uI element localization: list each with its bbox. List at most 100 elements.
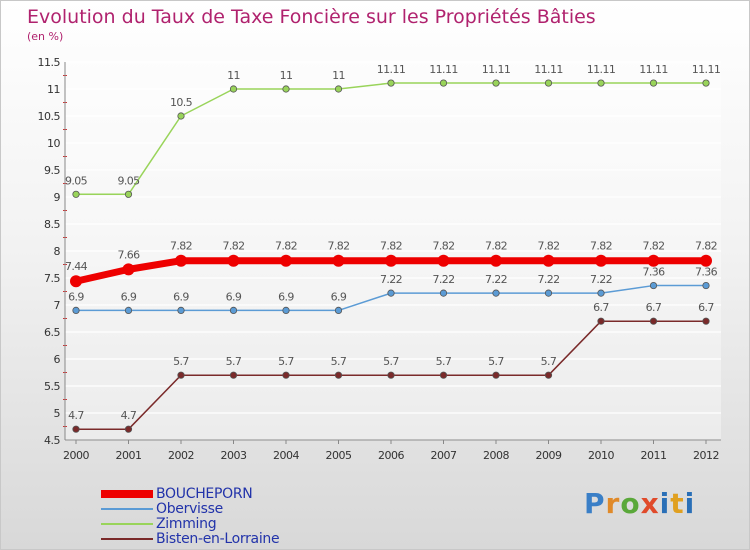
data-label: 9.05 bbox=[117, 174, 140, 187]
legend-swatch bbox=[101, 538, 153, 540]
data-point bbox=[229, 371, 238, 379]
x-tick-label: 2012 bbox=[693, 449, 719, 462]
data-point bbox=[702, 317, 710, 325]
data-label: 7.82 bbox=[590, 240, 612, 253]
data-point bbox=[72, 190, 80, 198]
data-point bbox=[282, 306, 290, 314]
data-label: 11.11 bbox=[377, 63, 406, 76]
data-point bbox=[544, 371, 553, 379]
data-point bbox=[334, 371, 343, 379]
data-label: 11.11 bbox=[692, 63, 721, 76]
chart-subtitle: (en %) bbox=[27, 30, 64, 43]
data-label: 6.7 bbox=[646, 301, 662, 314]
data-point bbox=[177, 306, 185, 314]
x-tick-label: 2004 bbox=[273, 449, 299, 462]
data-point bbox=[700, 254, 712, 267]
data-label: 7.82 bbox=[485, 240, 507, 253]
data-point bbox=[597, 79, 605, 87]
data-label: 7.82 bbox=[642, 240, 664, 253]
data-point bbox=[122, 263, 135, 276]
data-point bbox=[544, 79, 553, 87]
x-tick-label: 2009 bbox=[536, 449, 562, 462]
data-label: 11.11 bbox=[482, 63, 511, 76]
data-point bbox=[229, 85, 238, 93]
data-point bbox=[597, 289, 605, 297]
x-tick-label: 2008 bbox=[483, 449, 509, 462]
legend-swatch bbox=[101, 508, 153, 510]
data-label: 5.7 bbox=[436, 355, 452, 368]
data-point bbox=[439, 371, 448, 379]
legend-label: BOUCHEPORN bbox=[156, 486, 253, 502]
x-tick-label: 2001 bbox=[116, 449, 142, 462]
data-label: 11.11 bbox=[534, 63, 563, 76]
data-label: 7.36 bbox=[642, 266, 665, 279]
data-label: 7.82 bbox=[170, 240, 192, 253]
y-tick-label: 5 bbox=[54, 407, 61, 420]
data-label: 6.9 bbox=[226, 290, 242, 303]
data-label: 7.22 bbox=[590, 273, 612, 286]
data-label: 7.66 bbox=[117, 248, 140, 261]
data-label: 11.11 bbox=[587, 63, 616, 76]
x-tick-label: 2002 bbox=[168, 449, 194, 462]
data-point bbox=[544, 289, 553, 297]
data-point bbox=[439, 289, 448, 297]
chart-title: Evolution du Taux de Taxe Foncière sur l… bbox=[27, 6, 596, 28]
y-tick-label: 7 bbox=[54, 299, 61, 312]
data-label: 5.7 bbox=[331, 355, 347, 368]
data-label: 5.7 bbox=[278, 355, 294, 368]
data-label: 11 bbox=[280, 69, 293, 82]
data-point bbox=[595, 254, 607, 267]
data-label: 6.9 bbox=[68, 290, 84, 303]
data-point bbox=[385, 254, 397, 267]
data-label: 7.82 bbox=[327, 240, 349, 253]
data-point bbox=[439, 79, 448, 87]
logo-letter: x bbox=[640, 487, 660, 520]
logo-letter: i bbox=[659, 487, 671, 520]
y-tick-label: 8.5 bbox=[44, 218, 60, 231]
data-point bbox=[437, 254, 450, 267]
data-label: 4.7 bbox=[121, 409, 137, 422]
data-label: 5.7 bbox=[173, 355, 189, 368]
data-label: 4.7 bbox=[68, 409, 84, 422]
x-tick-label: 2000 bbox=[63, 449, 89, 462]
y-tick-label: 5.5 bbox=[44, 380, 60, 393]
data-label: 5.7 bbox=[488, 355, 504, 368]
data-label: 7.82 bbox=[380, 240, 402, 253]
data-label: 6.9 bbox=[173, 290, 189, 303]
legend-label: Bisten-en-Lorraine bbox=[156, 531, 280, 547]
data-point bbox=[227, 254, 240, 267]
x-tick-label: 2010 bbox=[588, 449, 614, 462]
data-point bbox=[649, 79, 658, 87]
data-point bbox=[597, 317, 605, 325]
legend-swatch bbox=[101, 523, 153, 525]
logo-letter: o bbox=[620, 487, 641, 520]
data-point bbox=[175, 254, 187, 267]
data-label: 7.22 bbox=[537, 273, 559, 286]
legend-label: Obervisse bbox=[156, 501, 223, 517]
data-label: 7.82 bbox=[537, 240, 559, 253]
data-label: 11.11 bbox=[429, 63, 458, 76]
data-point bbox=[702, 79, 710, 87]
data-point bbox=[124, 190, 133, 198]
x-tick-label: 2003 bbox=[221, 449, 247, 462]
logo-letter: P bbox=[584, 487, 606, 520]
y-tick-label: 11 bbox=[47, 83, 60, 96]
data-label: 7.82 bbox=[222, 240, 244, 253]
data-label: 7.22 bbox=[380, 273, 402, 286]
data-label: 7.82 bbox=[695, 240, 717, 253]
y-tick-label: 9.5 bbox=[44, 164, 60, 177]
data-point bbox=[72, 306, 80, 314]
data-label: 11 bbox=[227, 69, 240, 82]
logo-letter: t bbox=[670, 487, 685, 520]
data-point bbox=[334, 306, 343, 314]
x-tick-label: 2007 bbox=[431, 449, 457, 462]
data-label: 11 bbox=[332, 69, 345, 82]
x-tick-label: 2011 bbox=[641, 449, 667, 462]
data-point bbox=[492, 79, 500, 87]
proxiti-logo: Proxiti bbox=[584, 487, 695, 520]
y-tick-label: 9 bbox=[54, 191, 61, 204]
x-tick-label: 2006 bbox=[378, 449, 404, 462]
y-tick-label: 11.5 bbox=[38, 56, 61, 69]
data-point bbox=[124, 425, 133, 433]
